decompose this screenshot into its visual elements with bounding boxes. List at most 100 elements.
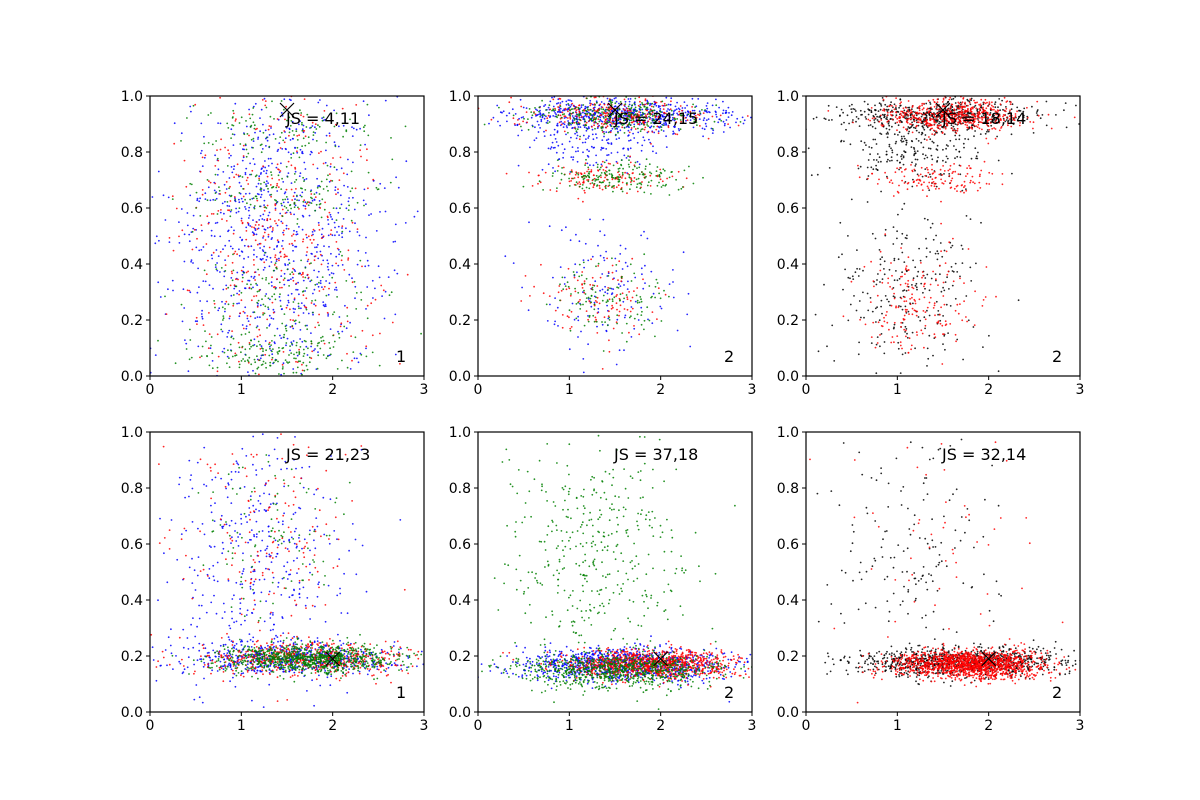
data-point [982, 103, 985, 106]
data-point [932, 238, 935, 241]
data-point [699, 112, 702, 115]
data-point [329, 233, 332, 236]
data-point [222, 171, 225, 173]
data-point [226, 336, 229, 338]
data-point [185, 342, 188, 345]
data-point [604, 172, 607, 175]
data-point [244, 306, 247, 309]
data-point [313, 259, 316, 262]
data-point [607, 113, 610, 115]
data-point [561, 314, 564, 316]
data-point [664, 293, 667, 296]
data-point [271, 162, 273, 165]
data-point [609, 163, 611, 165]
data-point [957, 116, 960, 119]
data-point [626, 265, 629, 268]
data-point [268, 282, 270, 285]
data-point [684, 111, 687, 114]
data-point [267, 214, 270, 217]
data-point [164, 219, 167, 221]
data-point [284, 118, 286, 121]
data-point [995, 118, 998, 120]
data-point [333, 109, 335, 112]
data-point [334, 234, 336, 237]
data-point [584, 124, 586, 127]
data-point [638, 163, 641, 166]
data-point [207, 259, 209, 262]
data-point [1010, 133, 1013, 136]
data-point [636, 167, 638, 170]
data-point [230, 128, 233, 131]
data-point [979, 106, 982, 109]
data-point [911, 121, 913, 124]
data-point [217, 122, 220, 124]
data-point [586, 170, 588, 173]
data-point [196, 237, 198, 240]
data-point [624, 111, 627, 114]
data-point [874, 237, 877, 240]
data-point [572, 156, 575, 159]
data-point [310, 342, 313, 345]
data-point [919, 319, 922, 322]
data-point [576, 113, 579, 116]
data-point [310, 234, 313, 237]
data-point [886, 105, 889, 108]
data-point [697, 113, 699, 116]
data-point [651, 102, 654, 105]
data-point [366, 286, 369, 288]
data-point [499, 124, 501, 127]
data-point [397, 186, 400, 189]
data-point [977, 118, 979, 120]
data-point [581, 283, 583, 286]
data-point [953, 128, 956, 130]
data-point [585, 310, 588, 312]
data-point [310, 332, 312, 334]
data-point [616, 294, 618, 296]
data-point [638, 96, 641, 99]
data-point [623, 308, 626, 310]
data-point [651, 322, 654, 325]
data-point [328, 245, 330, 248]
data-point [227, 331, 230, 334]
data-point [301, 363, 303, 366]
data-point [618, 349, 621, 352]
data-point [253, 311, 256, 314]
data-point [337, 225, 340, 228]
data-point [643, 319, 646, 322]
data-point [565, 125, 568, 127]
data-point [211, 143, 214, 146]
data-point [210, 344, 212, 347]
data-point [939, 121, 942, 124]
data-point [220, 328, 223, 331]
data-point [600, 172, 603, 174]
data-point [592, 186, 595, 189]
data-point [660, 186, 663, 188]
data-point [264, 129, 267, 132]
data-point [242, 358, 245, 360]
data-point [226, 165, 229, 167]
data-point [359, 127, 361, 130]
data-point [216, 157, 219, 160]
data-point [286, 304, 289, 307]
data-point [592, 113, 595, 116]
data-point [662, 108, 665, 110]
data-point [605, 166, 608, 169]
data-point [559, 111, 561, 114]
data-point [269, 298, 271, 301]
data-point [565, 103, 568, 106]
data-point [954, 134, 957, 137]
data-point [615, 97, 617, 99]
data-point [277, 219, 280, 221]
data-point [272, 311, 275, 314]
data-point [305, 340, 307, 343]
data-point [270, 281, 273, 284]
data-point [656, 119, 658, 122]
data-point [724, 122, 726, 125]
data-point [280, 131, 283, 134]
data-point [584, 174, 586, 177]
data-point [617, 287, 620, 289]
data-point [715, 116, 718, 118]
data-point [875, 372, 878, 375]
data-point [347, 259, 349, 261]
data-point [259, 304, 262, 307]
